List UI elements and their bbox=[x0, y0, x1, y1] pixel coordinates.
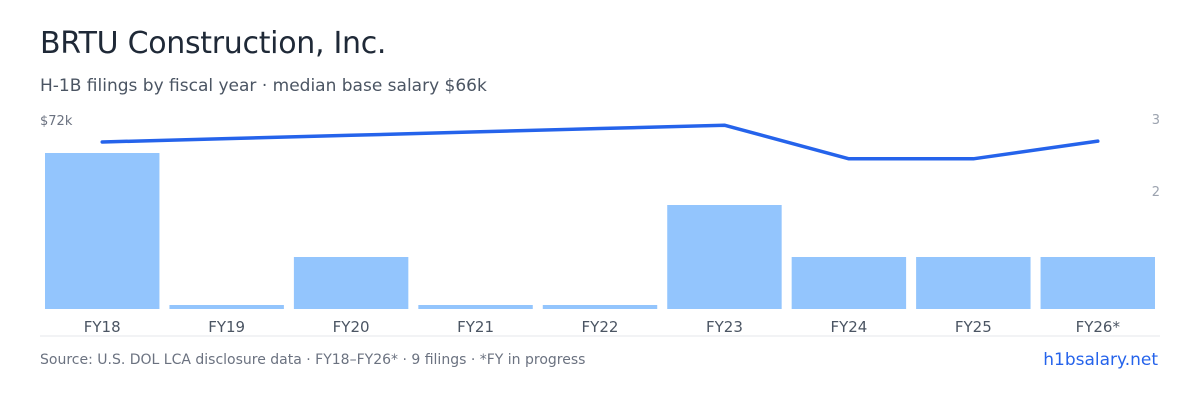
x-tick-label: FY18 bbox=[84, 318, 121, 336]
bar-fy21 bbox=[418, 305, 533, 309]
bar-fy26-partial bbox=[1040, 257, 1155, 309]
brand-link[interactable]: h1bsalary.net bbox=[1043, 350, 1158, 370]
salary-line bbox=[100, 123, 1100, 161]
bar-fy25 bbox=[916, 257, 1031, 309]
x-tick-label: FY21 bbox=[457, 318, 494, 336]
right-axis-tick-label: 2 bbox=[1152, 185, 1160, 200]
x-tick-label: FY26* bbox=[1076, 318, 1121, 336]
bar-fy23 bbox=[667, 205, 782, 309]
x-tick-label: FY25 bbox=[955, 318, 992, 336]
left-axis-tick-label: $72k bbox=[40, 114, 73, 129]
bar-fy18 bbox=[45, 153, 160, 309]
bar-fy24 bbox=[791, 257, 907, 309]
bar-fy22 bbox=[542, 305, 658, 309]
bar-fy20 bbox=[293, 257, 409, 309]
x-tick-label: FY24 bbox=[830, 318, 867, 336]
x-tick-label: FY23 bbox=[706, 318, 743, 336]
x-tick-label: FY19 bbox=[208, 318, 245, 336]
x-tick-label: FY20 bbox=[333, 318, 370, 336]
source-note: Source: U.S. DOL LCA disclosure data · F… bbox=[40, 352, 586, 368]
chart-title: BRTU Construction, Inc. bbox=[40, 26, 387, 61]
bar-fy19 bbox=[169, 305, 284, 309]
x-tick-label: FY22 bbox=[582, 318, 619, 336]
right-axis-tick-label: 3 bbox=[1152, 113, 1160, 128]
chart-subtitle: H-1B filings by fiscal year · median bas… bbox=[40, 76, 487, 96]
